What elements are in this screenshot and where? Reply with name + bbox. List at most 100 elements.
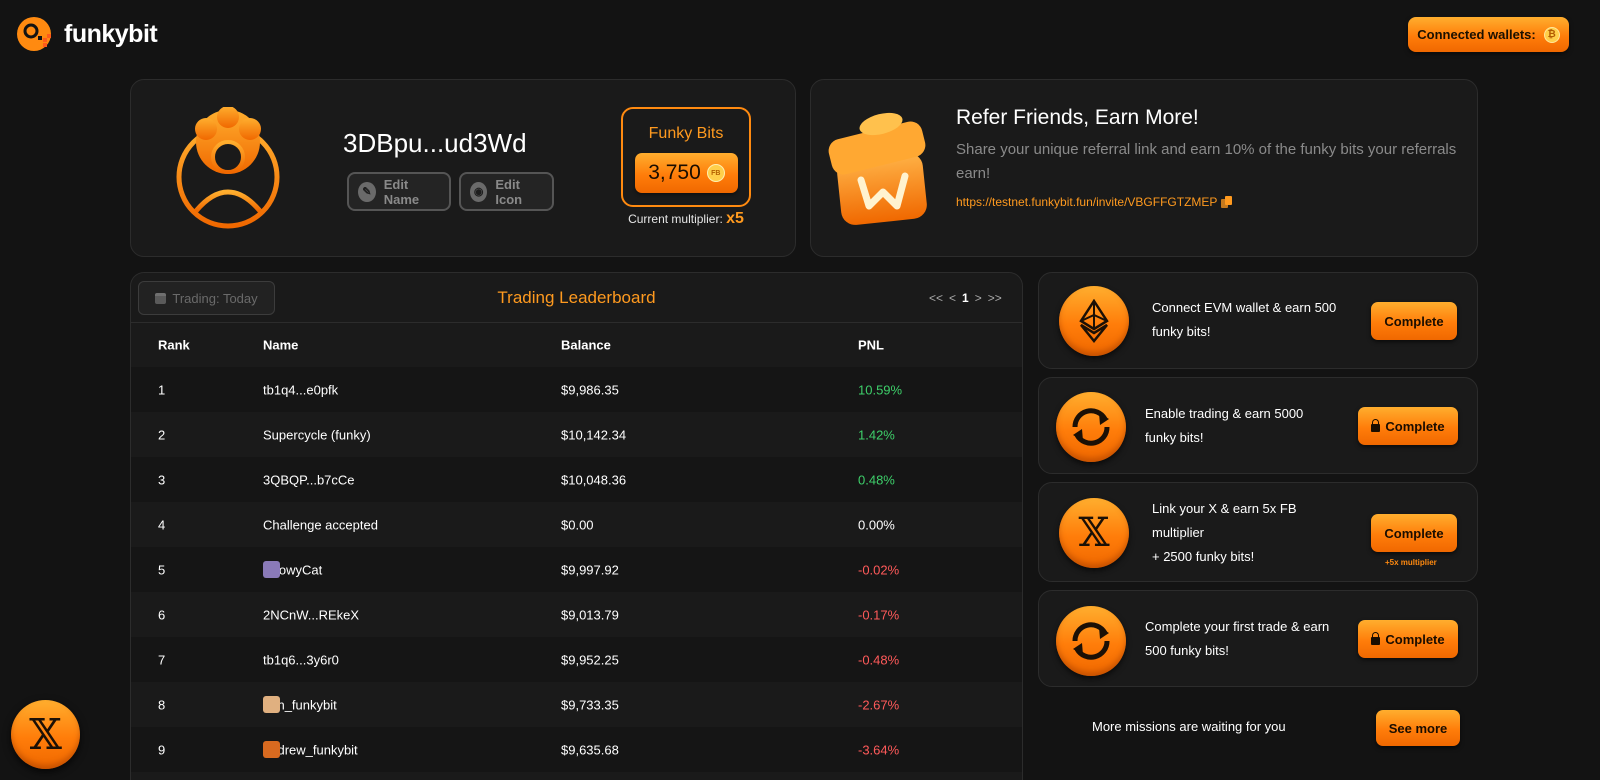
pencil-icon: ✎: [358, 181, 376, 202]
edit-icon-button[interactable]: ◉ Edit Icon: [459, 172, 554, 211]
mission-text: Link your X & earn 5x FB multiplier + 25…: [1152, 501, 1297, 564]
current-page: 1: [962, 291, 969, 305]
user-name: 2NCnW...REkeX: [263, 607, 360, 622]
see-more-button[interactable]: See more: [1376, 710, 1460, 746]
rank-cell: 2: [158, 427, 166, 442]
referral-title: Refer Friends, Earn More!: [956, 106, 1199, 129]
rank-cell: 8: [158, 697, 166, 712]
connected-wallets-label: Connected wallets:: [1417, 27, 1536, 42]
name-cell: ben_funkybit: [263, 696, 337, 713]
table-row[interactable]: 1 tb1q4...e0pfk $9,986.35 10.59%: [131, 367, 1022, 412]
complete-button-locked[interactable]: Complete: [1358, 620, 1458, 658]
period-label: Trading: Today: [172, 290, 258, 306]
mission-text: Connect EVM wallet & earn 500 funky bits…: [1152, 300, 1337, 339]
user-name: 3QBQP...b7cCe: [263, 472, 355, 487]
complete-button[interactable]: Complete: [1371, 514, 1457, 552]
rank-cell: 1: [158, 382, 166, 397]
x-social-button[interactable]: 𝕏: [11, 700, 80, 769]
balance-cell: $9,013.79: [561, 607, 619, 622]
complete-label: Complete: [1385, 631, 1445, 647]
last-page-button[interactable]: >>: [987, 291, 1002, 305]
name-cell: 2NCnW...REkeX: [263, 607, 359, 622]
funkybit-logo[interactable]: funkybit: [16, 16, 158, 52]
logo-text: funkybit: [64, 19, 158, 48]
referral-link[interactable]: https://testnet.funkybit.fun/invite/VBGF…: [956, 195, 1233, 209]
mission-enable-trading: Enable trading & earn 5000 funky bits! C…: [1038, 377, 1478, 474]
name-cell: Supercycle (funky): [263, 427, 371, 442]
edit-icon-label: Edit Icon: [495, 176, 523, 207]
name-cell: SnowyCat: [263, 561, 322, 578]
lock-icon: [1371, 419, 1381, 432]
next-page-button[interactable]: >: [974, 291, 982, 305]
x-logo-icon: 𝕏: [1059, 498, 1129, 568]
balance-cell: $9,952.25: [561, 652, 619, 667]
balance-cell: $9,733.35: [561, 697, 619, 712]
referral-link-text[interactable]: https://testnet.funkybit.fun/invite/VBGF…: [956, 195, 1218, 209]
complete-label: Complete: [1384, 313, 1444, 329]
complete-button[interactable]: Complete: [1371, 302, 1457, 340]
user-avatar-icon: [263, 741, 280, 758]
edit-name-button[interactable]: ✎ Edit Name: [347, 172, 451, 211]
user-name: tb1q4...e0pfk: [263, 382, 339, 397]
first-page-button[interactable]: <<: [929, 291, 944, 305]
rank-cell: 3: [158, 472, 166, 487]
funky-bits-box: Funky Bits 3,750 FB: [621, 107, 751, 207]
multiplier-value: x5: [726, 210, 744, 227]
rank-cell: 4: [158, 517, 166, 532]
current-multiplier: Current multiplier: x5: [611, 210, 761, 228]
pnl-cell: -3.64%: [858, 742, 900, 757]
table-row[interactable]: 7 tb1q6...3y6r0 $9,952.25 -0.48%: [131, 637, 1022, 682]
bitcoin-icon: ₿: [1543, 26, 1560, 43]
user-name: ben_funkybit: [263, 697, 337, 712]
table-row[interactable]: 2 Supercycle (funky) $10,142.34 1.42%: [131, 412, 1022, 457]
edit-name-label: Edit Name: [383, 176, 420, 207]
funky-bits-value: 3,750 FB: [635, 153, 738, 193]
complete-label: Complete: [1384, 525, 1444, 541]
username: 3DBpu...ud3Wd: [343, 128, 527, 158]
copy-icon[interactable]: [1221, 196, 1233, 208]
table-row[interactable]: 9 andrew_funkybit $9,635.68 -3.64%: [131, 727, 1022, 772]
table-row[interactable]: 8 ben_funkybit $9,733.35 -2.67%: [131, 682, 1022, 727]
referral-card: Refer Friends, Earn More! Share your uni…: [810, 79, 1478, 257]
pnl-cell: 1.42%: [858, 427, 895, 442]
balance-cell: $10,142.34: [561, 427, 627, 442]
user-name: Supercycle (funky): [263, 427, 371, 442]
complete-label: Complete: [1385, 418, 1445, 434]
table-row[interactable]: 4 Challenge accepted $0.00 0.00%: [131, 502, 1022, 547]
table-row[interactable]: 3 3QBQP...b7cCe $10,048.36 0.48%: [131, 457, 1022, 502]
user-avatar-icon: [176, 106, 280, 229]
user-name: tb1q6...3y6r0: [263, 652, 339, 667]
more-missions-text: More missions are waiting for you: [1092, 719, 1286, 734]
name-cell: tb1q6...3y6r0: [263, 652, 339, 667]
complete-button-locked[interactable]: Complete: [1358, 407, 1458, 445]
column-rank: Rank: [158, 337, 190, 353]
fb-coin-icon: FB: [706, 164, 725, 182]
pnl-cell: -0.17%: [858, 607, 900, 622]
leaderboard-header: Trading: Today Trading Leaderboard << < …: [131, 273, 1022, 323]
multiplier-note: +5x multiplier: [1385, 558, 1437, 567]
pnl-cell: 0.00%: [858, 517, 895, 532]
column-balance: Balance: [561, 337, 611, 353]
ethereum-icon: [1059, 286, 1129, 356]
funkybit-logo-icon: [16, 16, 56, 52]
table-row[interactable]: 5 SnowyCat $9,997.92 -0.02%: [131, 547, 1022, 592]
pagination: << < 1 > >>: [929, 291, 1002, 305]
prev-page-button[interactable]: <: [949, 291, 957, 305]
user-avatar-icon: [263, 561, 280, 578]
referral-description: Share your unique referral link and earn…: [956, 141, 1457, 182]
table-row[interactable]: 6 2NCnW...REkeX $9,013.79 -0.17%: [131, 592, 1022, 637]
gift-box-icon: [825, 110, 931, 226]
refresh-icon: [1056, 606, 1126, 676]
balance-cell: $9,997.92: [561, 562, 619, 577]
mission-text: Enable trading & earn 5000 funky bits!: [1145, 406, 1304, 445]
refresh-icon: [1056, 392, 1126, 462]
period-selector[interactable]: Trading: Today: [138, 281, 275, 315]
connected-wallets-button[interactable]: Connected wallets: ₿: [1408, 17, 1569, 52]
name-cell: Challenge accepted: [263, 517, 378, 532]
lock-icon: [1371, 632, 1381, 645]
balance-cell: $10,048.36: [561, 472, 627, 487]
column-name: Name: [263, 337, 299, 353]
pnl-cell: -2.67%: [858, 697, 900, 712]
user-name: Challenge accepted: [263, 517, 378, 532]
rank-cell: 6: [158, 607, 166, 622]
